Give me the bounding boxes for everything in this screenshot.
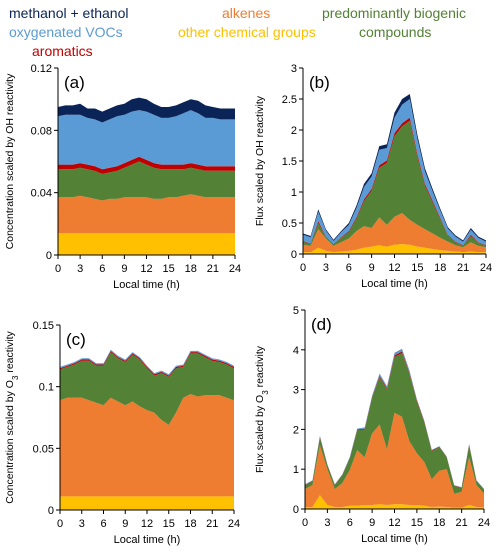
x-tick-label: 12 [140, 263, 152, 275]
x-tick-label: 18 [434, 262, 446, 274]
y-tick-label: 1.5 [282, 156, 297, 168]
area-series-alkenes [58, 194, 235, 234]
y-tick-label: 0.05 [33, 443, 54, 455]
x-tick-label: 15 [163, 263, 175, 275]
panel-label: (b) [309, 73, 330, 92]
area-series-other [58, 233, 235, 255]
y-tick-label: 0.04 [31, 188, 52, 200]
legend-aromatics: aromatics [32, 43, 93, 59]
y-axis-label: Concentration scaled by OH reactivity [4, 73, 16, 249]
area-series-alkenes [305, 412, 484, 508]
area-series-other [305, 495, 484, 509]
x-tick-label: 6 [100, 518, 106, 530]
x-tick-label: 24 [480, 262, 492, 274]
x-tick-label: 9 [369, 262, 375, 274]
area-series-alkenes [303, 213, 486, 253]
y-axis-label: Flux scaled by OH reactivity [254, 95, 266, 226]
x-tick-label: 24 [228, 518, 240, 530]
x-tick-label: 18 [433, 517, 445, 529]
y-tick-label: 0.15 [33, 320, 54, 332]
y-axis-label: Concentration scaled by O3 reactivity [4, 330, 20, 503]
area-series-alkenes [60, 394, 234, 497]
y-tick-label: 0 [48, 505, 54, 517]
x-tick-label: 12 [388, 517, 400, 529]
area-series-oxygenated [60, 349, 234, 376]
x-axis-label: Local time (h) [361, 533, 428, 545]
area-series-aromatics [60, 350, 234, 377]
legend-oxygenated: oxygenated VOCs [9, 24, 123, 40]
x-tick-label: 3 [79, 518, 85, 530]
x-tick-label: 6 [347, 517, 353, 529]
area-series-other [303, 244, 486, 254]
x-tick-label: 15 [411, 262, 423, 274]
area-series-oxygenated [303, 99, 486, 246]
y-tick-label: 3 [291, 63, 297, 75]
y-tick-label: 4 [293, 345, 299, 357]
area-series-biogenic [60, 352, 234, 425]
y-tick-label: 0.12 [31, 63, 52, 75]
legend-methanol-ethanol: methanol + ethanol [9, 5, 129, 21]
x-tick-label: 21 [456, 517, 468, 529]
x-tick-label: 12 [388, 262, 400, 274]
legend-biogenic-line1: predominantly biogenic [322, 5, 466, 21]
x-tick-label: 0 [300, 262, 306, 274]
x-tick-label: 9 [121, 263, 127, 275]
x-tick-label: 21 [207, 263, 219, 275]
x-tick-label: 3 [324, 517, 330, 529]
area-series-aromatics [58, 156, 235, 174]
x-tick-label: 21 [457, 262, 469, 274]
area-series-biogenic [58, 161, 235, 201]
y-tick-label: 1 [291, 187, 297, 199]
x-tick-label: 3 [323, 262, 329, 274]
chart-panel-a: 0 0.04 0.08 0.12 0 3 6 9 12 15 18 21 24 Local time (h… [4, 63, 241, 291]
legend-other: other chemical groups [178, 24, 316, 40]
x-tick-label: 24 [229, 263, 241, 275]
x-tick-label: 12 [141, 518, 153, 530]
x-tick-label: 18 [184, 518, 196, 530]
y-tick-label: 2 [293, 424, 299, 436]
y-tick-label: 0 [293, 504, 299, 516]
x-tick-label: 0 [57, 518, 63, 530]
y-tick-label: 0 [291, 249, 297, 261]
x-tick-label: 6 [346, 262, 352, 274]
x-tick-label: 21 [206, 518, 218, 530]
x-axis-label: Local time (h) [361, 278, 428, 290]
x-tick-label: 9 [122, 518, 128, 530]
legend-alkenes: alkenes [222, 5, 271, 21]
y-tick-label: 0 [46, 250, 52, 262]
y-tick-label: 0.5 [282, 218, 297, 230]
y-axis-label: Flux scaled by O3 reactivity [254, 345, 270, 473]
area-series-methanol_ethanol [58, 97, 235, 123]
legend-biogenic-line2: compounds [359, 24, 432, 40]
x-tick-label: 24 [478, 517, 490, 529]
y-tick-label: 3 [293, 385, 299, 397]
area-series-biogenic [305, 353, 484, 494]
legend: methanol + ethanol alkenes predominantly… [0, 0, 500, 60]
y-tick-label: 0.08 [31, 125, 52, 137]
x-tick-label: 18 [185, 263, 197, 275]
panel-label: (c) [66, 330, 86, 349]
y-tick-label: 2.5 [282, 94, 297, 106]
x-tick-label: 0 [302, 517, 308, 529]
x-tick-label: 0 [55, 263, 61, 275]
x-tick-label: 9 [369, 517, 375, 529]
panel-label: (d) [311, 315, 332, 334]
y-tick-label: 2 [291, 125, 297, 137]
chart-panel-b: 0 0.5 1 1.5 2 2.5 3 0 3 6 9 12 15 18 21 24 Local time (h… [254, 63, 492, 290]
x-tick-label: 6 [99, 263, 105, 275]
area-series-biogenic [303, 120, 486, 248]
area-series-oxygenated [58, 110, 235, 170]
x-axis-label: Local time (h) [114, 534, 181, 546]
y-tick-label: 1 [293, 464, 299, 476]
area-series-other [60, 496, 234, 510]
x-tick-label: 15 [163, 518, 175, 530]
chart-panel-c: 0 0.05 0.1 0.15 0 3 6 9 12 15 18 21 24 Local time (h)… [4, 320, 240, 546]
x-axis-label: Local time (h) [113, 279, 180, 291]
y-tick-label: 5 [293, 305, 299, 317]
x-tick-label: 15 [411, 517, 423, 529]
x-tick-label: 3 [77, 263, 83, 275]
y-tick-label: 0.1 [39, 382, 54, 394]
panel-label: (a) [64, 73, 85, 92]
